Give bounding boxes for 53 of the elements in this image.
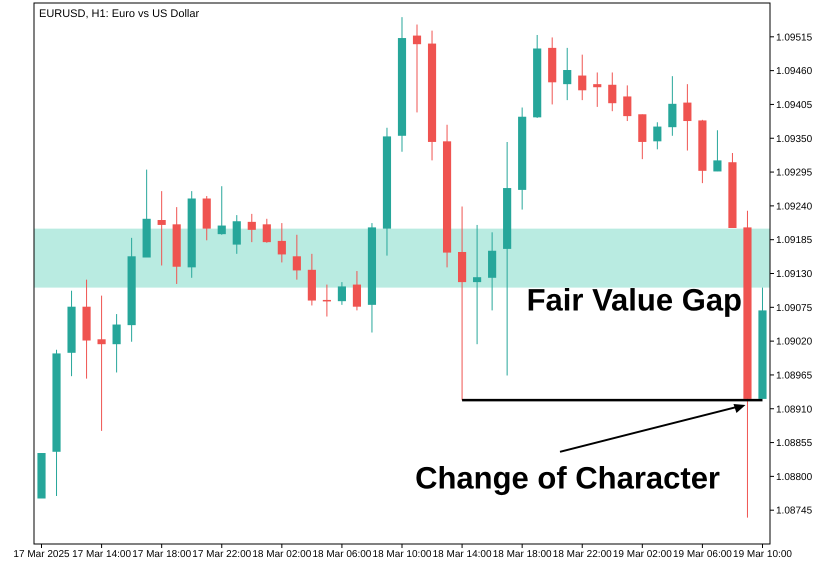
y-tick-label: 1.08910 [776, 404, 813, 416]
y-tick-label: 1.08800 [776, 472, 813, 483]
x-tick-label: 18 Mar 06:00 [312, 549, 372, 560]
y-tick-label: 1.08855 [776, 438, 813, 450]
candlestick [683, 84, 692, 152]
candlestick [713, 130, 722, 172]
y-tick-label: 1.09020 [776, 336, 813, 348]
x-tick-label: 18 Mar 14:00 [432, 549, 492, 560]
y-tick-label: 1.08745 [776, 506, 813, 517]
x-tick-label: 17 Mar 18:00 [132, 549, 192, 560]
candlestick [578, 54, 586, 101]
candlestick [262, 218, 271, 244]
candlestick [473, 224, 482, 345]
y-tick-label: 1.09240 [776, 201, 813, 212]
candlestick [248, 213, 256, 243]
x-tick-label: 17 Mar 22:00 [192, 549, 252, 560]
y-tick-label: 1.09515 [776, 32, 813, 44]
annotation: Change of Character [415, 460, 720, 496]
y-tick-label: 1.09405 [776, 100, 813, 111]
candlestick [563, 47, 572, 101]
candlestick [352, 270, 362, 311]
y-tick-label: 1.09130 [776, 269, 813, 280]
x-tick-label: 17 Mar 14:00 [72, 549, 132, 560]
y-tick-label: 1.09460 [776, 66, 813, 78]
x-tick-label: 18 Mar 22:00 [552, 549, 612, 560]
x-tick-label: 17 Mar 2025 [13, 549, 70, 560]
candlestick [608, 72, 616, 112]
annotation: Fair Value Gap [526, 282, 742, 318]
candlestick [653, 122, 662, 150]
candlestick [668, 76, 676, 136]
candlestick [412, 24, 422, 113]
candlestick [593, 72, 602, 108]
x-tick-label: 19 Mar 06:00 [672, 549, 732, 560]
x-tick-label: 19 Mar 02:00 [612, 549, 672, 560]
y-tick-label: 1.09295 [776, 168, 813, 179]
x-tick-label: 19 Mar 10:00 [733, 549, 792, 560]
chart-title: EURUSD, H1: Euro vs US Dollar [39, 8, 200, 20]
candlestick [278, 222, 286, 263]
candlestick [322, 284, 331, 318]
x-tick-label: 18 Mar 02:00 [252, 549, 312, 560]
candlestick [623, 84, 632, 122]
candlestick [338, 282, 346, 306]
y-tick-label: 1.09185 [776, 235, 813, 246]
x-tick-label: 18 Mar 18:00 [492, 549, 552, 560]
x-tick-label: 18 Mar 10:00 [372, 549, 432, 560]
candlestick [292, 234, 301, 280]
candlestick [112, 314, 121, 373]
candlestick [218, 186, 226, 236]
y-tick-label: 1.09075 [776, 302, 813, 314]
y-tick-label: 1.08965 [776, 370, 813, 382]
candlestick [232, 214, 241, 254]
candlestick [158, 190, 166, 266]
y-tick-label: 1.09350 [776, 134, 813, 145]
